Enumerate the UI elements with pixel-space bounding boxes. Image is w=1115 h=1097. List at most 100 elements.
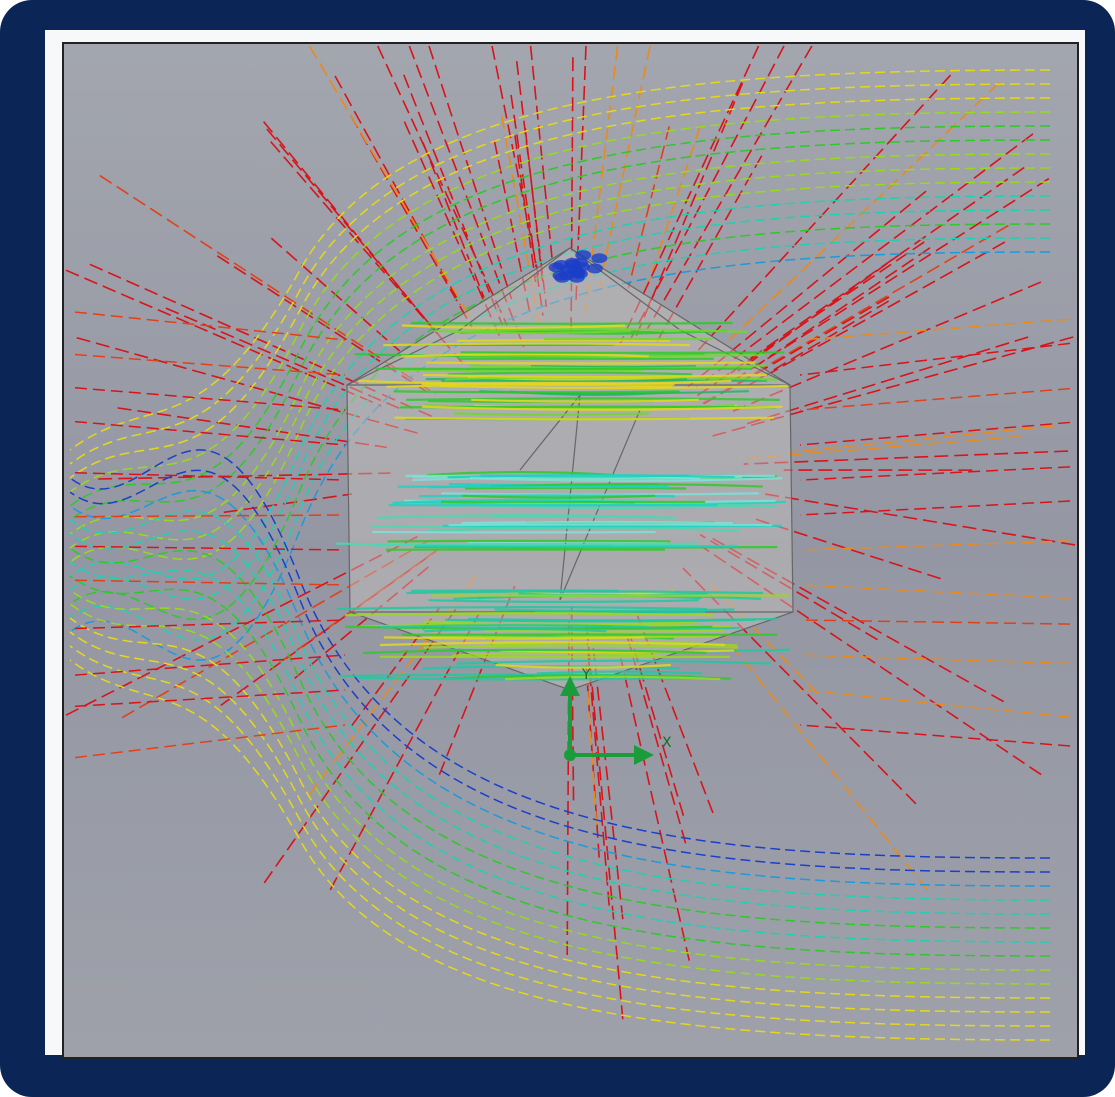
flow-line [69,97,1051,479]
surface-streak [387,539,671,543]
flow-line [329,612,481,891]
flow-line [737,250,905,372]
flow-line [74,514,346,518]
flow-line [746,336,1029,425]
flow-line [69,561,1051,943]
flow-line [646,45,813,330]
flow-line [294,563,433,680]
surface-streak [423,373,767,379]
flow-line [65,533,424,716]
surface-spot [569,268,586,279]
surface-streak [453,412,649,416]
edge [346,247,791,386]
flow-line [799,689,1071,718]
flow-line [799,540,1071,551]
flow-line [732,177,1050,382]
surface-streak [439,384,788,390]
flow-line [788,424,1057,453]
flow-line [74,472,346,481]
flow-line [799,318,1071,341]
flow-line [799,466,1071,481]
flow-line [799,654,1071,665]
flow-line [799,619,1071,625]
flow-line [636,615,714,814]
flow-line [99,174,437,395]
flow-line [630,45,785,339]
flow-line [69,209,1051,600]
flow-line [763,492,1076,546]
flow-line [627,126,670,289]
surface-streak [406,590,764,595]
flow-line [69,223,1051,621]
surface-spot [575,250,592,261]
flow-line [799,724,1071,747]
surface-streak [441,492,759,496]
surface-streak [393,390,679,394]
surface-streak [336,606,708,611]
surface-streak [452,328,748,334]
surface-spot [586,263,603,274]
flow-line [592,648,624,920]
flow-line [65,269,382,407]
surface-streak [371,543,684,547]
surface-streak [415,544,738,548]
flow-line [69,530,1051,915]
surface-streak [494,608,735,613]
flow-line [575,45,587,306]
flow-line [69,603,1051,985]
flow-line [586,642,610,906]
flow-line [529,45,555,276]
flow-line [566,612,570,956]
flow-line [69,547,1051,929]
flow-line [69,617,1051,999]
surface-streak [421,405,783,411]
flow-line [628,633,685,816]
flow-line [742,241,1006,390]
flow-line [799,421,1071,446]
flow-line [743,450,1069,465]
flow-line [699,533,878,641]
surface-streak [461,520,733,525]
flow-line [69,83,1051,465]
surface-streak [504,675,721,681]
surface-streak [380,624,649,629]
flow-line [69,125,1051,507]
surface-streak [362,648,707,655]
flow-line [524,128,544,283]
flow-line [74,619,346,630]
flow-line [712,537,1005,703]
surface-streak [451,651,658,657]
flow-line [69,575,1051,957]
flow-line [117,407,387,449]
x-axis-label: X [662,735,672,751]
flow-line [74,579,346,586]
surface-spot [591,253,608,264]
surface-streak [358,676,707,681]
surface-streak [447,474,735,479]
surface-streak [394,416,775,421]
flow-line [74,386,346,411]
flow-line [98,472,391,480]
flow-line [74,689,346,708]
flow-line [69,195,1051,580]
flow-line [690,241,925,401]
surface-streak [379,641,725,647]
flow-line [682,567,917,805]
flow-line [74,353,346,376]
flow-line [702,546,1042,776]
flow-line [266,128,451,349]
flow-line [74,654,346,676]
flow-line [69,139,1051,521]
flow-line [687,190,927,388]
flow-line [620,658,691,961]
flow-line [69,449,1051,859]
flow-line [223,493,353,514]
flow-line [428,45,513,300]
surface-streak [406,397,780,401]
flow-line [69,69,1051,451]
flow-line [262,121,441,338]
flow-line [694,133,1034,389]
flow-line [69,251,1051,661]
flow-line [308,572,479,795]
